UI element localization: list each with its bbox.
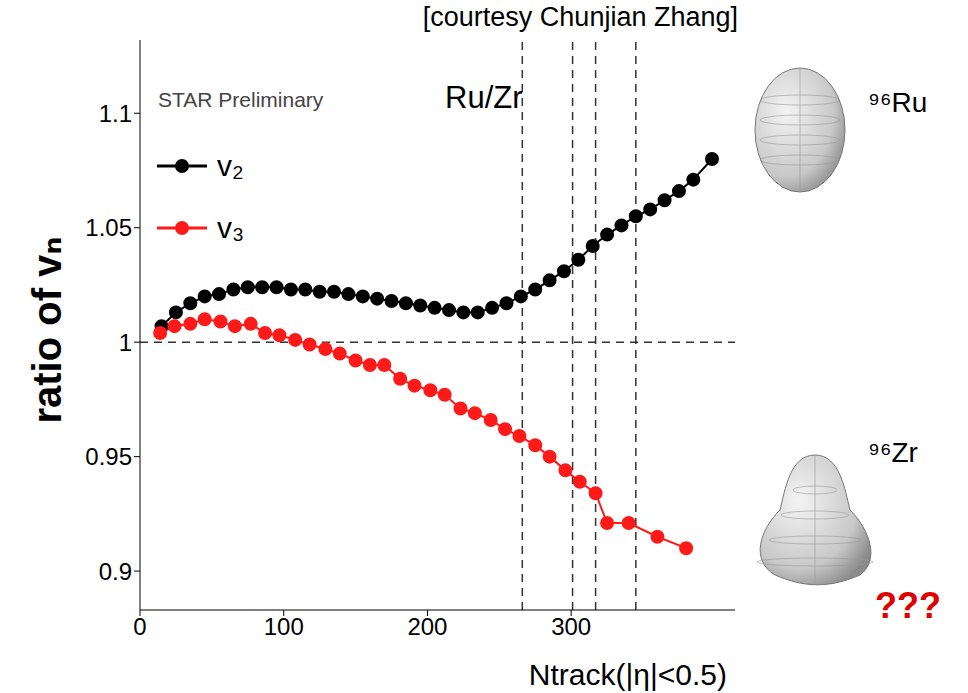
svg-text:100: 100 (264, 613, 304, 640)
svg-text:???: ??? (875, 585, 941, 626)
html-text:Ru/Zr: Ru/Zr (445, 80, 523, 115)
svg-text:0: 0 (133, 613, 146, 640)
svg-text:⁹⁶Zr: ⁹⁶Zr (868, 437, 918, 468)
svg-text:200: 200 (407, 613, 447, 640)
svg-text:1.1: 1.1 (99, 100, 132, 127)
svg-text:ratio of vₙ: ratio of vₙ (25, 236, 69, 423)
svg-text:Ntrack(|η|<0.5): Ntrack(|η|<0.5) (529, 658, 727, 691)
svg-text:300: 300 (551, 613, 591, 640)
svg-text:0.95: 0.95 (85, 443, 132, 470)
svg-text:0.9: 0.9 (99, 558, 132, 585)
svg-text:⁹⁶Ru: ⁹⁶Ru (868, 87, 927, 118)
svg-text:1.05: 1.05 (85, 214, 132, 241)
html-text:v₃: v₃ (217, 211, 245, 244)
html-text:[courtesy Chunjian Zhang]: [courtesy Chunjian Zhang] (422, 2, 738, 32)
html-text:STAR Preliminary: STAR Preliminary (158, 88, 324, 111)
svg-text:1: 1 (119, 329, 132, 356)
html-text:v₂: v₂ (217, 149, 244, 182)
